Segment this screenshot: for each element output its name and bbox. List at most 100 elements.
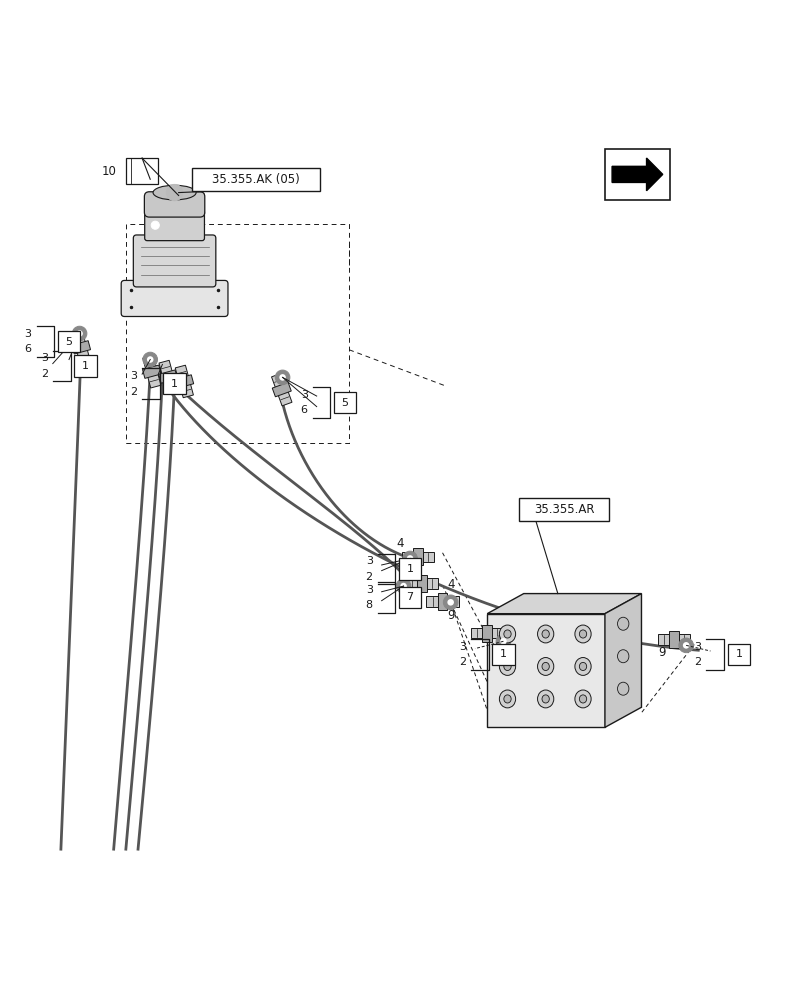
Polygon shape xyxy=(401,552,434,562)
Polygon shape xyxy=(142,365,161,378)
FancyBboxPatch shape xyxy=(133,235,216,287)
Polygon shape xyxy=(657,634,689,645)
Polygon shape xyxy=(470,628,503,638)
Circle shape xyxy=(151,221,159,229)
Circle shape xyxy=(443,595,457,610)
Bar xyxy=(491,644,514,665)
Bar xyxy=(163,373,186,394)
Ellipse shape xyxy=(616,650,628,663)
Text: 9: 9 xyxy=(657,646,665,659)
Ellipse shape xyxy=(578,630,586,638)
Text: 35.355.AR: 35.355.AR xyxy=(534,503,594,516)
Bar xyxy=(191,168,320,191)
Ellipse shape xyxy=(541,662,548,671)
Circle shape xyxy=(147,356,153,363)
Polygon shape xyxy=(143,355,161,388)
Bar xyxy=(398,587,421,608)
Text: 5: 5 xyxy=(341,398,348,408)
Polygon shape xyxy=(413,548,423,565)
Text: 3: 3 xyxy=(365,556,372,566)
FancyBboxPatch shape xyxy=(144,192,204,217)
Text: 1: 1 xyxy=(500,649,506,659)
Text: 3: 3 xyxy=(365,585,372,595)
Circle shape xyxy=(496,634,510,649)
Ellipse shape xyxy=(616,682,628,695)
Circle shape xyxy=(275,370,290,385)
Circle shape xyxy=(406,555,413,562)
Polygon shape xyxy=(668,631,678,648)
Circle shape xyxy=(400,583,406,589)
Ellipse shape xyxy=(574,690,590,708)
Circle shape xyxy=(500,638,506,645)
Bar xyxy=(74,355,97,377)
Text: 2: 2 xyxy=(458,657,466,667)
Text: 3: 3 xyxy=(693,642,701,652)
Bar xyxy=(727,644,749,665)
Polygon shape xyxy=(272,382,291,397)
Text: 3: 3 xyxy=(458,642,466,652)
Ellipse shape xyxy=(537,658,553,675)
Bar xyxy=(398,558,421,580)
Text: 10: 10 xyxy=(101,165,116,178)
Polygon shape xyxy=(72,331,90,364)
Bar xyxy=(126,158,158,184)
Ellipse shape xyxy=(499,690,515,708)
Ellipse shape xyxy=(541,630,548,638)
Polygon shape xyxy=(437,593,447,610)
Polygon shape xyxy=(604,594,641,727)
FancyBboxPatch shape xyxy=(144,210,204,241)
Circle shape xyxy=(143,352,157,367)
Bar xyxy=(487,614,604,727)
Bar xyxy=(333,392,356,413)
Polygon shape xyxy=(482,625,491,642)
Text: 4: 4 xyxy=(446,578,454,591)
Ellipse shape xyxy=(499,658,515,675)
Text: 3: 3 xyxy=(300,390,307,400)
Ellipse shape xyxy=(616,617,628,630)
Ellipse shape xyxy=(578,662,586,671)
Polygon shape xyxy=(159,360,177,393)
Text: 2: 2 xyxy=(130,387,137,397)
Text: 2: 2 xyxy=(41,369,48,379)
Text: 9: 9 xyxy=(446,609,454,622)
Polygon shape xyxy=(406,578,438,589)
Text: 5: 5 xyxy=(66,337,72,347)
Polygon shape xyxy=(175,365,193,398)
Ellipse shape xyxy=(503,630,511,638)
Polygon shape xyxy=(426,596,458,607)
Text: 3: 3 xyxy=(130,371,137,381)
Circle shape xyxy=(76,330,83,337)
Polygon shape xyxy=(174,375,194,388)
Text: 3: 3 xyxy=(24,329,32,339)
Text: 1: 1 xyxy=(735,649,741,659)
Polygon shape xyxy=(487,594,641,614)
Text: 8: 8 xyxy=(365,600,372,610)
Text: 1: 1 xyxy=(82,361,88,371)
Text: 35.355.AK (05): 35.355.AK (05) xyxy=(212,173,299,186)
Bar xyxy=(58,331,80,352)
FancyBboxPatch shape xyxy=(121,280,228,316)
Bar xyxy=(519,498,608,521)
Text: 6: 6 xyxy=(300,405,307,415)
Text: 2: 2 xyxy=(693,657,701,667)
Ellipse shape xyxy=(503,662,511,671)
Polygon shape xyxy=(271,373,292,406)
Circle shape xyxy=(72,326,87,341)
Text: 4: 4 xyxy=(396,537,404,550)
Ellipse shape xyxy=(503,695,511,703)
Text: 2: 2 xyxy=(365,572,372,582)
Circle shape xyxy=(402,551,417,566)
Circle shape xyxy=(678,638,693,653)
Ellipse shape xyxy=(499,625,515,643)
Circle shape xyxy=(396,579,410,593)
Ellipse shape xyxy=(574,625,590,643)
Ellipse shape xyxy=(574,658,590,675)
Text: 1: 1 xyxy=(171,379,178,389)
Text: 7: 7 xyxy=(406,592,413,602)
Circle shape xyxy=(447,599,453,606)
Circle shape xyxy=(166,184,182,201)
Circle shape xyxy=(682,642,689,649)
Polygon shape xyxy=(158,370,178,383)
Ellipse shape xyxy=(537,690,553,708)
Text: 1: 1 xyxy=(406,564,413,574)
